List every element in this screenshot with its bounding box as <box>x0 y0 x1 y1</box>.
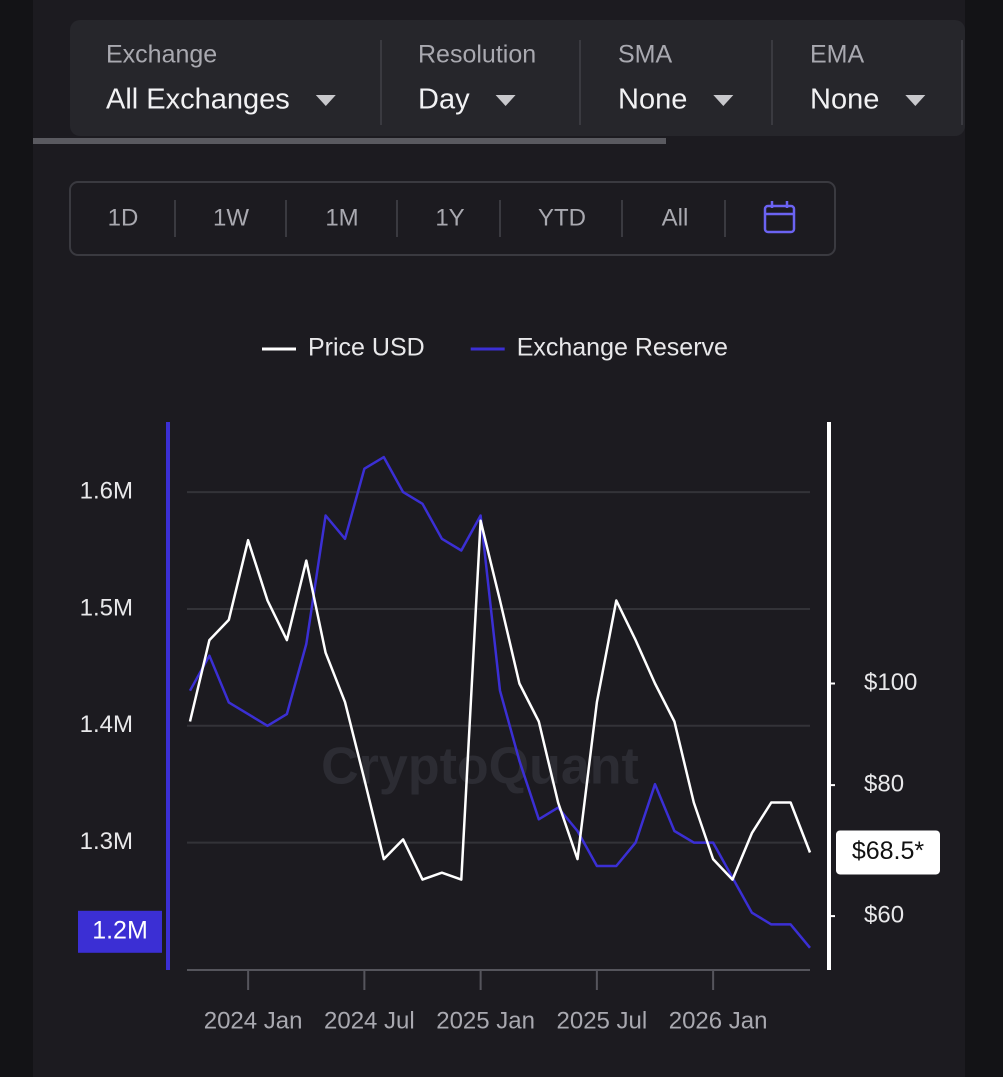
range-button[interactable]: YTD <box>538 204 586 231</box>
y2-tick-label: $80 <box>864 770 904 797</box>
current-badge-label: 1.2M <box>92 916 148 944</box>
legend-label[interactable]: Price USD <box>308 334 425 362</box>
y-tick-label: 1.6M <box>80 477 133 504</box>
filter-label: SMA <box>618 41 673 69</box>
filter-label: Exchange <box>106 41 217 69</box>
range-button[interactable]: 1D <box>108 204 139 231</box>
calendar-icon[interactable] <box>763 201 796 234</box>
y2-tick-label: $60 <box>864 901 904 928</box>
card <box>33 0 965 1077</box>
y-tick-label: 1.4M <box>80 711 133 738</box>
legend-label[interactable]: Exchange Reserve <box>517 334 728 362</box>
range-button[interactable]: 1M <box>325 204 358 231</box>
x-tick-label: 2026 Jan <box>669 1007 768 1034</box>
current-badge <box>78 910 162 953</box>
y-tick-label: 1.5M <box>80 594 133 621</box>
dropdown-caret[interactable] <box>315 95 336 106</box>
line-series <box>188 519 812 881</box>
range-button[interactable]: 1Y <box>435 204 464 231</box>
filter-value[interactable]: None <box>810 84 879 116</box>
filter-value[interactable]: Day <box>418 84 470 116</box>
current-badge-label: $68.5* <box>852 837 925 865</box>
x-tick-label: 2024 Jul <box>324 1007 415 1034</box>
scrollbar <box>33 138 666 144</box>
x-tick-label: 2025 Jul <box>557 1007 648 1034</box>
y2-tick-label: $100 <box>864 669 917 696</box>
current-badge <box>836 830 940 875</box>
filter-label: EMA <box>810 41 865 69</box>
dropdown-caret[interactable] <box>713 95 734 106</box>
filter-label: Resolution <box>418 41 536 69</box>
filter-value[interactable]: None <box>618 84 687 116</box>
dropdown-caret[interactable] <box>495 95 516 106</box>
y-tick-label: 1.3M <box>80 828 133 855</box>
x-tick-label: 2025 Jan <box>436 1007 535 1034</box>
range-button[interactable]: All <box>662 204 689 231</box>
filter-bar <box>70 20 965 136</box>
dropdown-caret[interactable] <box>905 95 926 106</box>
range-bar <box>69 181 836 256</box>
range-button[interactable]: 1W <box>213 204 249 231</box>
x-tick-label: 2024 Jan <box>204 1007 303 1034</box>
filter-value[interactable]: All Exchanges <box>106 84 290 116</box>
